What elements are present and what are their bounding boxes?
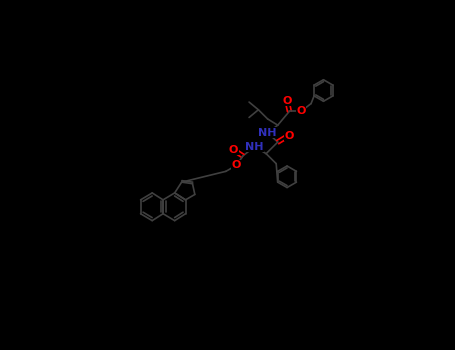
Text: NH: NH — [245, 142, 264, 152]
Text: O: O — [232, 160, 241, 170]
Text: O: O — [229, 145, 238, 155]
Text: O: O — [283, 96, 292, 105]
Text: O: O — [296, 106, 306, 116]
Text: NH: NH — [258, 128, 277, 138]
Text: O: O — [285, 131, 294, 141]
